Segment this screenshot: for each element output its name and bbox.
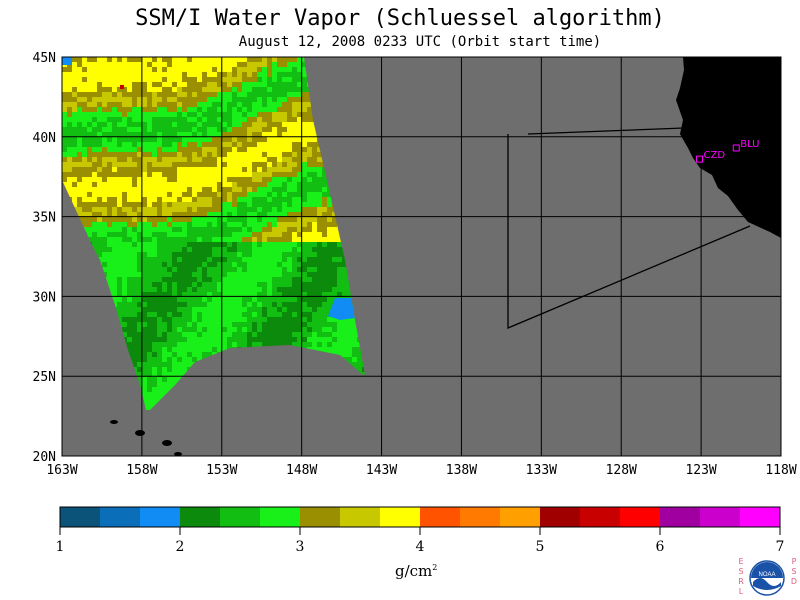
colorbar-swatch — [100, 507, 141, 527]
colorbar-swatch — [260, 507, 301, 527]
colorbar-swatch — [340, 507, 381, 527]
colorbar-swatch — [620, 507, 661, 527]
svg-text:E: E — [738, 557, 743, 566]
lat-tick-label: 45N — [33, 51, 56, 66]
colorbar-swatch — [420, 507, 461, 527]
colorbar-swatch — [740, 507, 781, 527]
axis-ticks: 163W 158W 153W 148W 143W 138W 133W 128W 123W 118W… — [33, 51, 797, 478]
colorbar-tick-label: 6 — [656, 539, 665, 555]
colorbar-tick-label: 7 — [776, 539, 785, 555]
lon-tick-label: 128W — [606, 463, 637, 478]
colorbar-swatch — [180, 507, 221, 527]
lon-tick-label: 138W — [446, 463, 477, 478]
region-outline — [507, 134, 751, 329]
lat-tick-label: 30N — [33, 290, 56, 305]
svg-text:S: S — [738, 567, 743, 576]
colorbar-tick-label: 5 — [536, 539, 545, 555]
region-outline-top — [527, 127, 685, 135]
hawaii-island-2 — [162, 440, 172, 446]
lon-tick-label: 118W — [765, 463, 796, 478]
lat-tick-label: 20N — [33, 450, 56, 465]
colorbar-swatch — [540, 507, 581, 527]
station-marker-blu — [732, 144, 740, 152]
hawaii-island-0 — [110, 420, 118, 424]
plot-frame — [61, 56, 782, 457]
svg-text:L: L — [739, 587, 744, 596]
lon-tick-label: 158W — [126, 463, 157, 478]
lon-tick-label: 123W — [685, 463, 716, 478]
colorbar-swatch — [300, 507, 341, 527]
colorbar-tick-label: 2 — [176, 539, 185, 555]
hawaii-island-3 — [174, 452, 182, 456]
colorbar-unit: g/cm2 — [395, 562, 438, 580]
colorbar-tick-label: 3 — [296, 539, 305, 555]
lat-tick-label: 25N — [33, 370, 56, 385]
noaa-text: NOAA — [758, 572, 775, 578]
lon-tick-label: 143W — [366, 463, 397, 478]
colorbar-swatch — [380, 507, 421, 527]
psd-letters: PSD — [791, 557, 797, 586]
swath-layer — [62, 57, 781, 456]
colorbar-tick-label: 1 — [56, 539, 65, 555]
svg-text:D: D — [791, 577, 797, 586]
colorbar-swatch — [660, 507, 701, 527]
svg-text:P: P — [792, 557, 797, 566]
map-subtitle: August 12, 2008 0233 UTC (Orbit start ti… — [238, 34, 602, 50]
noaa-sky-icon — [751, 562, 783, 578]
noaa-wave-icon — [753, 578, 781, 590]
lat-tick-label: 35N — [33, 211, 56, 226]
lon-tick-label: 163W — [46, 463, 77, 478]
annotation-layer: CZD BLU — [507, 127, 760, 329]
hawaii-island-1 — [135, 430, 145, 436]
lat-tick-label: 40N — [33, 131, 56, 146]
svg-text:S: S — [791, 567, 796, 576]
lon-tick-label: 148W — [286, 463, 317, 478]
lon-tick-label: 153W — [206, 463, 237, 478]
colorbar-swatch — [60, 507, 101, 527]
station-label-czd: CZD — [704, 150, 726, 161]
colorbar-tick-label: 4 — [416, 539, 425, 555]
colorbar: 1 2 3 4 5 6 7 — [56, 506, 785, 555]
california-land — [676, 57, 781, 238]
svg-text:R: R — [738, 577, 744, 586]
station-label-blu: BLU — [740, 139, 759, 150]
map-title: SSM/I Water Vapor (Schluessel algorithm) — [135, 6, 665, 31]
land-layer — [110, 57, 781, 456]
colorbar-swatch — [140, 507, 181, 527]
colorbar-swatch — [700, 507, 741, 527]
colorbar-swatch — [220, 507, 261, 527]
colorbar-swatch — [580, 507, 621, 527]
colorbar-swatch — [460, 507, 501, 527]
station-marker-czd — [696, 155, 704, 163]
lon-tick-label: 133W — [526, 463, 557, 478]
colorbar-swatch — [500, 507, 541, 527]
grid-layer — [61, 56, 782, 457]
